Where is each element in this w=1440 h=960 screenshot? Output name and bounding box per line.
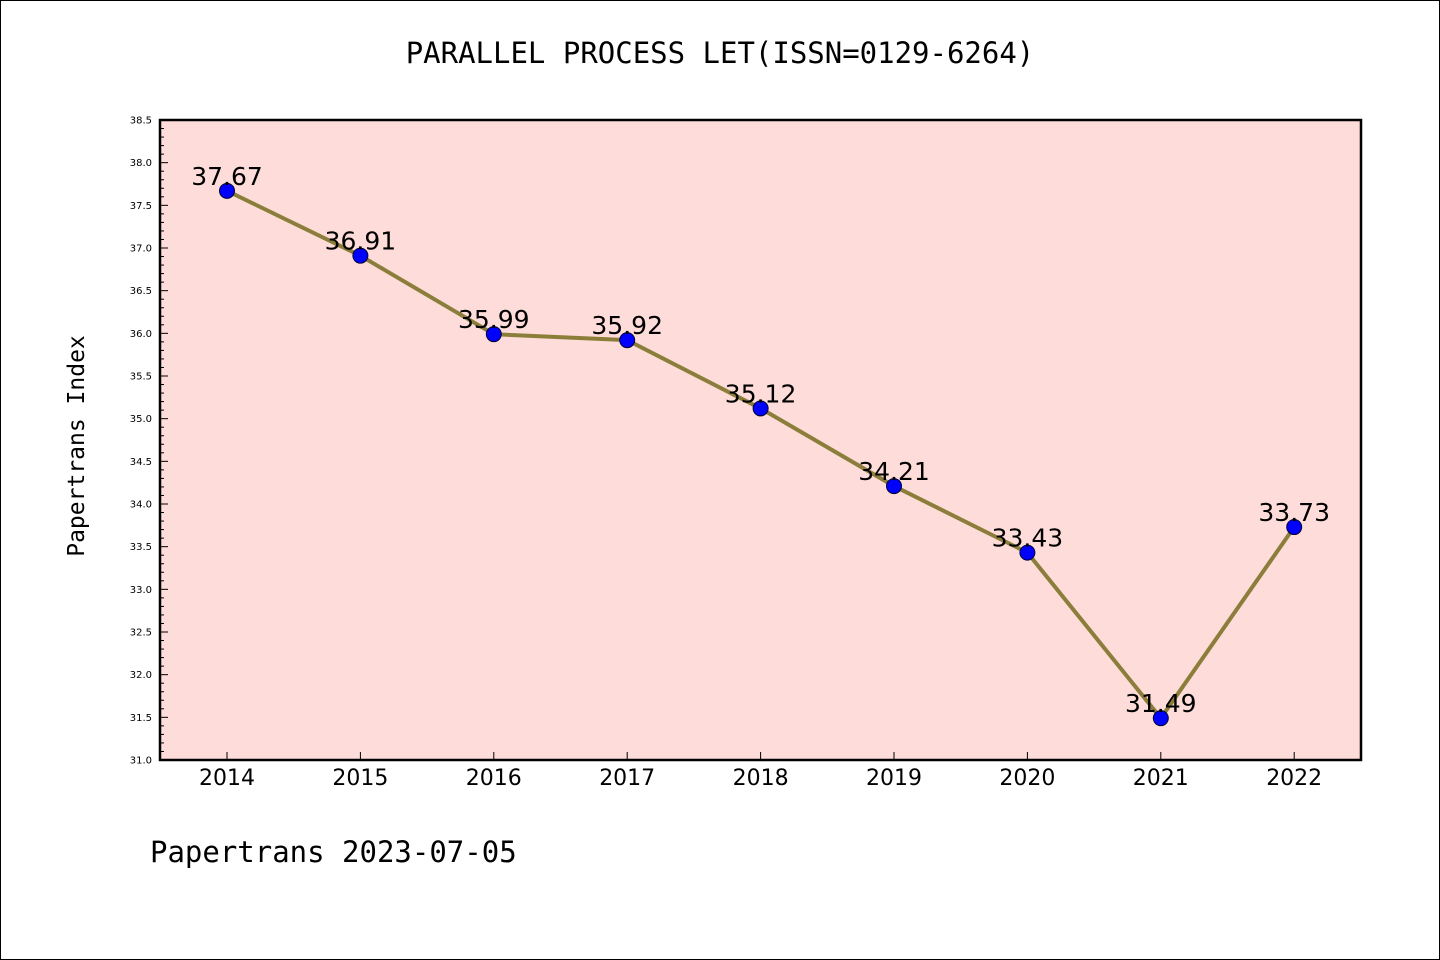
data-point (886, 478, 902, 495)
x-tick-label: 2015 (332, 766, 388, 791)
data-label: 33.43 (992, 524, 1064, 553)
y-tick-label: 35.0 (130, 414, 152, 425)
data-label: 35.92 (591, 311, 663, 340)
data-label: 31.49 (1125, 689, 1197, 718)
y-tick-label: 32.0 (130, 670, 152, 681)
x-tick-label: 2016 (466, 766, 522, 791)
y-tick-label: 36.5 (130, 286, 152, 297)
data-point (1019, 544, 1036, 561)
x-tick-label: 2022 (1266, 766, 1322, 791)
y-tick-label: 34.0 (130, 500, 152, 511)
y-tick-label: 31.0 (130, 756, 152, 767)
data-label: 35.99 (458, 305, 530, 334)
x-tick-label: 2019 (866, 766, 922, 791)
y-tick-label: 38.5 (130, 116, 152, 127)
y-tick-label: 32.5 (130, 628, 152, 639)
x-tick-label: 2014 (199, 766, 255, 791)
chart-footer: Papertrans 2023-07-05 (150, 835, 517, 869)
data-point (619, 332, 636, 349)
y-tick-label: 38.0 (130, 158, 152, 169)
data-point (1286, 519, 1303, 536)
data-point (485, 326, 502, 343)
y-tick-label: 36.0 (130, 329, 152, 340)
y-tick-label: 33.5 (130, 542, 152, 553)
y-tick-label: 31.5 (130, 713, 152, 724)
data-label: 35.12 (725, 379, 797, 408)
y-tick-label: 37.5 (130, 201, 152, 212)
x-tick-label: 2017 (599, 766, 655, 791)
data-point (352, 247, 369, 264)
y-tick-label: 33.0 (130, 585, 152, 596)
y-tick-label: 35.5 (130, 372, 152, 383)
plot-border (158, 118, 1363, 762)
plot-area (160, 120, 1361, 760)
data-label: 37.67 (191, 162, 263, 191)
data-label: 36.91 (325, 227, 397, 256)
x-tick-label: 2018 (733, 766, 789, 791)
y-tick-label: 37.0 (130, 244, 152, 255)
data-point (219, 182, 235, 199)
x-tick-label: 2021 (1133, 766, 1189, 791)
chart-title: PARALLEL PROCESS LET(ISSN=0129-6264) (405, 36, 1035, 70)
data-point (1152, 710, 1169, 727)
data-label: 34.21 (858, 457, 930, 486)
x-tick-label: 2020 (999, 766, 1055, 791)
data-point (752, 400, 769, 417)
data-label: 33.73 (1258, 498, 1330, 527)
y-tick-label: 34.5 (130, 457, 152, 468)
